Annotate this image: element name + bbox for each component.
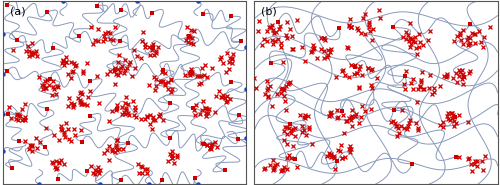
Text: (a): (a) bbox=[10, 6, 26, 16]
Text: (b): (b) bbox=[261, 6, 276, 16]
